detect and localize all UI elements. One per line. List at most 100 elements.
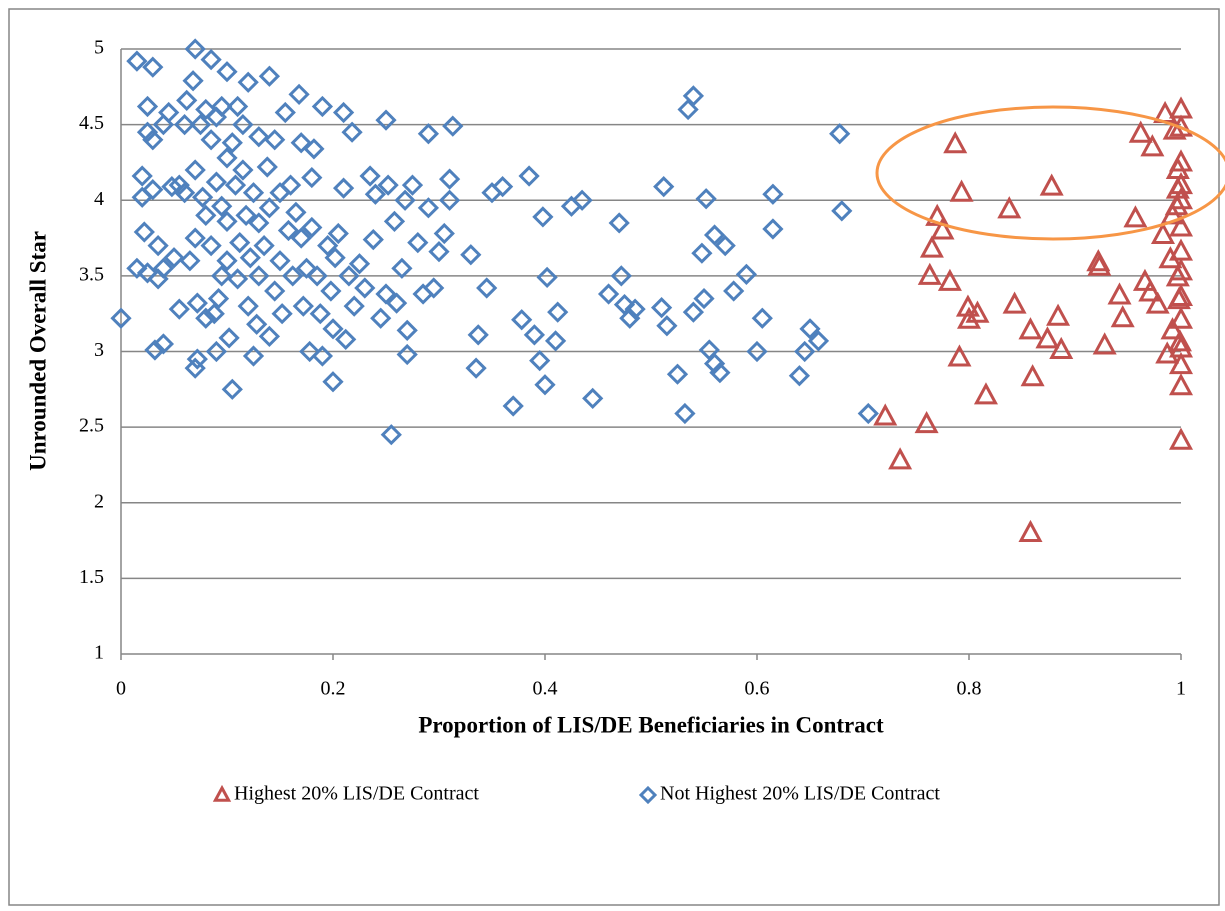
point <box>258 197 281 219</box>
point <box>216 147 238 169</box>
point <box>1110 305 1135 328</box>
point <box>271 303 293 325</box>
point <box>311 345 334 367</box>
point <box>762 183 784 205</box>
point <box>762 218 784 240</box>
y-tick-label: 5 <box>94 37 104 59</box>
y-tick-label: 3 <box>94 339 104 361</box>
point <box>176 89 198 112</box>
point <box>258 325 281 347</box>
point <box>428 241 450 263</box>
point <box>168 174 190 196</box>
point <box>666 363 689 385</box>
point <box>955 294 980 317</box>
point <box>332 177 355 199</box>
point <box>794 340 816 363</box>
point <box>279 174 302 196</box>
point <box>423 277 445 299</box>
point <box>746 340 768 363</box>
point <box>136 262 159 284</box>
y-tick-label: 4 <box>94 188 104 210</box>
point <box>211 95 233 118</box>
point <box>788 365 811 387</box>
point <box>1150 221 1176 245</box>
point <box>377 174 399 196</box>
point <box>1168 427 1194 450</box>
point <box>682 301 705 323</box>
point <box>110 307 132 329</box>
point <box>324 247 346 269</box>
point <box>937 268 962 291</box>
point <box>216 61 238 83</box>
point <box>226 95 249 118</box>
grid: 1 1.5 2 2.5 3 3.5 4 4.5 5 0 0.2 0.4 0.6 0.8 1 <box>79 37 1186 700</box>
point <box>532 206 554 228</box>
point <box>465 357 487 379</box>
point <box>417 123 440 145</box>
point <box>292 295 314 317</box>
point <box>133 221 155 243</box>
point <box>1039 173 1064 196</box>
point <box>258 65 281 87</box>
point <box>407 231 429 254</box>
point <box>396 343 418 366</box>
point <box>179 250 201 272</box>
point <box>653 176 675 198</box>
point <box>221 378 243 400</box>
point <box>341 121 363 143</box>
point <box>229 231 251 254</box>
point <box>216 250 238 272</box>
plot-marks <box>110 38 1194 542</box>
point <box>327 222 349 245</box>
point <box>200 235 222 257</box>
point <box>917 262 942 285</box>
point <box>1018 519 1043 542</box>
point <box>1123 205 1148 228</box>
point <box>709 362 731 384</box>
point <box>237 295 259 317</box>
y-tick-label: 2.5 <box>79 415 104 437</box>
point <box>161 176 183 198</box>
point <box>256 156 278 178</box>
point <box>438 168 461 190</box>
point <box>1165 176 1190 199</box>
point <box>1046 303 1071 326</box>
point <box>332 101 355 124</box>
point <box>277 219 300 242</box>
point <box>947 344 972 367</box>
point <box>571 189 593 211</box>
point <box>1160 317 1185 340</box>
point <box>544 330 567 352</box>
point <box>1049 336 1074 359</box>
point <box>1168 187 1194 210</box>
point <box>1145 291 1170 314</box>
point <box>1018 317 1043 340</box>
point <box>364 183 387 205</box>
point <box>152 333 175 355</box>
point <box>195 307 217 329</box>
legend: Highest 20% LIS/DE Contract Not Highest 2… <box>212 783 940 805</box>
point <box>211 265 233 287</box>
point <box>394 189 416 211</box>
point <box>1087 253 1112 276</box>
point <box>343 295 365 317</box>
point <box>184 38 206 60</box>
point <box>608 212 630 234</box>
point <box>547 301 569 323</box>
y-tick-label: 1 <box>94 642 104 664</box>
x-axis-title: Proportion of LIS/DE Beneficiaries in Co… <box>418 712 884 737</box>
y-tick-label: 2 <box>94 490 104 512</box>
point <box>703 224 726 246</box>
point <box>205 171 228 193</box>
legend-label: Not Highest 20% LIS/DE Contract <box>660 783 940 805</box>
point <box>186 348 208 370</box>
point <box>1167 329 1192 352</box>
point <box>1168 306 1194 329</box>
point <box>1162 117 1187 140</box>
point <box>226 268 249 290</box>
point <box>126 257 148 279</box>
y-axis-title: Unrounded Overall Star <box>25 231 50 471</box>
point <box>242 345 265 367</box>
point <box>691 242 713 264</box>
point <box>965 300 990 323</box>
